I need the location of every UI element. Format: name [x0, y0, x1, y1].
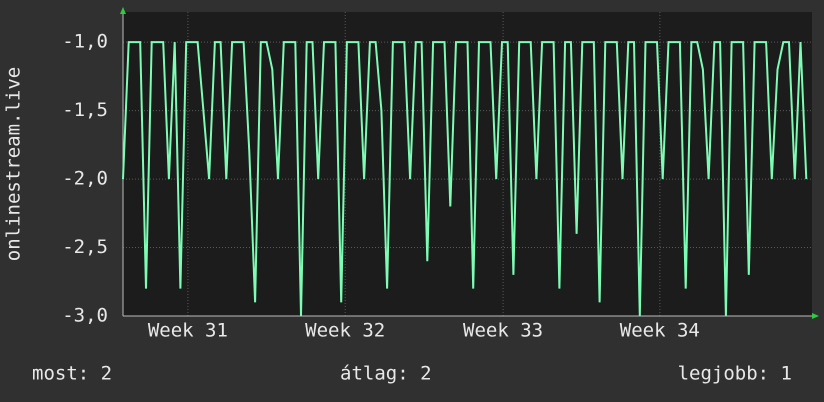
y-tick-label: -2,0 — [62, 168, 108, 190]
footer-best: legjobb: 1 — [678, 363, 792, 385]
y-tick-label: -1,0 — [62, 31, 108, 53]
x-tick-label: Week 33 — [463, 320, 543, 342]
x-tick-label: Week 32 — [305, 320, 385, 342]
x-arrow — [812, 313, 819, 319]
x-tick-label: Week 31 — [148, 320, 228, 342]
data-line — [122, 41, 808, 317]
y-tick-label: -1,5 — [62, 99, 108, 121]
footer-current: most: 2 — [32, 363, 112, 385]
y-axis-label: onlinestream.live — [3, 67, 25, 261]
x-tick-label: Week 34 — [620, 320, 700, 342]
y-tick-label: -2,5 — [62, 236, 108, 258]
y-arrow — [120, 7, 126, 14]
y-tick-label: -3,0 — [62, 305, 108, 327]
footer-average: átlag: 2 — [340, 363, 432, 385]
